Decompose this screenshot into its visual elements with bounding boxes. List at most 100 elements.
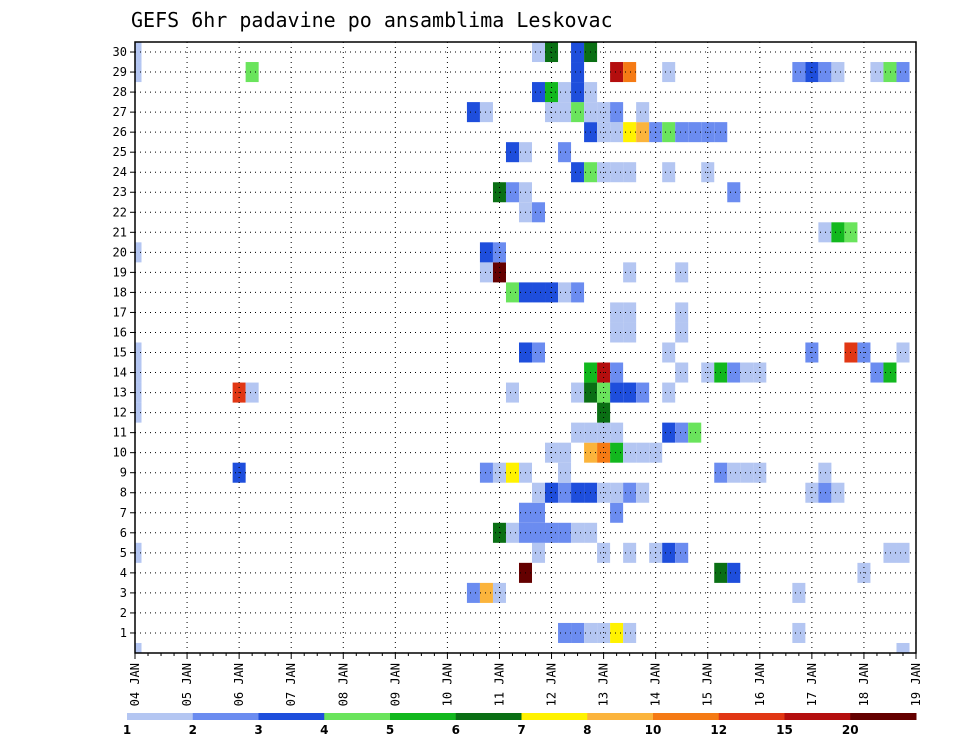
- y-tick-label: 26: [113, 125, 127, 139]
- heatmap-cell: [623, 262, 637, 283]
- heatmap-cell: [896, 342, 910, 363]
- legend-swatch: [587, 713, 654, 720]
- legend-swatch: [521, 713, 588, 720]
- y-tick-label: 12: [113, 406, 127, 420]
- heatmap-cell: [623, 542, 637, 563]
- heatmap-cell: [532, 482, 546, 503]
- y-tick-label: 22: [113, 205, 127, 219]
- heatmap-cell: [505, 522, 519, 543]
- heatmap-cell: [792, 62, 806, 83]
- y-tick-label: 30: [113, 45, 127, 59]
- heatmap-cell: [571, 162, 585, 183]
- x-tick-label: 12 JAN: [545, 663, 559, 706]
- x-tick-label: 09 JAN: [388, 663, 402, 706]
- y-tick-label: 24: [113, 165, 127, 179]
- legend-label: 2: [189, 723, 197, 737]
- heatmap-cell: [610, 382, 624, 403]
- legend-label: 5: [386, 723, 394, 737]
- x-tick-label: 04 JAN: [128, 663, 142, 706]
- heatmap-cell: [135, 362, 142, 383]
- heatmap-cell: [571, 482, 585, 503]
- heatmap-cell: [831, 222, 845, 243]
- x-tick-label: 13 JAN: [597, 663, 611, 706]
- heatmap-cell: [727, 462, 741, 483]
- heatmap-cell: [896, 642, 910, 653]
- heatmap-cell: [505, 282, 519, 303]
- x-tick-label: 06 JAN: [232, 663, 246, 706]
- x-tick-label: 19 JAN: [909, 663, 923, 706]
- heatmap-cell: [532, 202, 546, 223]
- heatmap-cell: [675, 302, 689, 323]
- heatmap-cell: [688, 122, 702, 143]
- heatmap-cell: [610, 162, 624, 183]
- heatmap-cell: [636, 442, 650, 463]
- heatmap-cell: [662, 422, 676, 443]
- heatmap-cell: [466, 582, 480, 603]
- heatmap-cell: [675, 122, 689, 143]
- heatmap-cell: [479, 262, 493, 283]
- legend-label: 3: [254, 723, 262, 737]
- heatmap-cell: [558, 522, 572, 543]
- heatmap-cell: [610, 422, 624, 443]
- heatmap-cell: [532, 42, 546, 63]
- x-tick-label: 08 JAN: [336, 663, 350, 706]
- y-tick-label: 27: [113, 105, 127, 119]
- heatmap-cell: [532, 502, 546, 523]
- heatmap-cell: [558, 482, 572, 503]
- y-tick-label: 23: [113, 185, 127, 199]
- heatmap-cell: [135, 402, 142, 423]
- heatmap-cell: [135, 342, 142, 363]
- heatmap-cell: [896, 62, 910, 83]
- x-tick-label: 18 JAN: [857, 663, 871, 706]
- y-tick-label: 9: [120, 466, 127, 480]
- heatmap-cell: [675, 422, 689, 443]
- heatmap-cell: [610, 482, 624, 503]
- legend-swatch: [653, 713, 720, 720]
- legend-swatch: [324, 713, 391, 720]
- heatmap-cells: [135, 42, 910, 653]
- y-tick-label: 13: [113, 386, 127, 400]
- y-tick-label: 29: [113, 65, 127, 79]
- legend-label: 4: [320, 723, 328, 737]
- heatmap-cell: [818, 222, 832, 243]
- heatmap-cell: [571, 382, 585, 403]
- heatmap-cell: [675, 362, 689, 383]
- y-tick-label: 2: [120, 606, 127, 620]
- heatmap-cell: [610, 322, 624, 343]
- legend-swatch: [455, 713, 522, 720]
- y-tick-label: 10: [113, 446, 127, 460]
- y-tick-label: 11: [113, 426, 127, 440]
- legend-label: 8: [583, 723, 591, 737]
- heatmap-cell: [831, 62, 845, 83]
- y-tick-label: 8: [120, 486, 127, 500]
- heatmap-cell: [688, 422, 702, 443]
- legend-label: 6: [452, 723, 460, 737]
- heatmap-cell: [571, 522, 585, 543]
- heatmap-cell: [532, 282, 546, 303]
- heatmap-cell: [135, 242, 142, 263]
- heatmap-cell: [610, 122, 624, 143]
- heatmap-cell: [636, 482, 650, 503]
- heatmap-cell: [662, 162, 676, 183]
- x-tick-label: 05 JAN: [180, 663, 194, 706]
- legend-label: 7: [517, 723, 525, 737]
- legend-label: 10: [645, 723, 662, 737]
- heatmap-cell: [675, 542, 689, 563]
- heatmap-cell: [792, 582, 806, 603]
- heatmap-cell: [571, 622, 585, 643]
- heatmap-cell: [623, 62, 637, 83]
- heatmap-cell: [623, 162, 637, 183]
- heatmap-cell: [135, 542, 142, 563]
- heatmap-cell: [571, 422, 585, 443]
- heatmap-cell: [896, 542, 910, 563]
- heatmap-cell: [571, 102, 585, 123]
- heatmap-cell: [662, 342, 676, 363]
- x-axis: 04 JAN 05 JAN 06 JAN 07 JAN 08 JAN 09 JAN 10 J…: [128, 653, 923, 706]
- heatmap-cell: [479, 102, 493, 123]
- heatmap-cell: [479, 462, 493, 483]
- legend-swatch: [258, 713, 325, 720]
- heatmap-cell: [610, 502, 624, 523]
- heatmap-cell: [623, 302, 637, 323]
- heatmap-cell: [135, 42, 142, 63]
